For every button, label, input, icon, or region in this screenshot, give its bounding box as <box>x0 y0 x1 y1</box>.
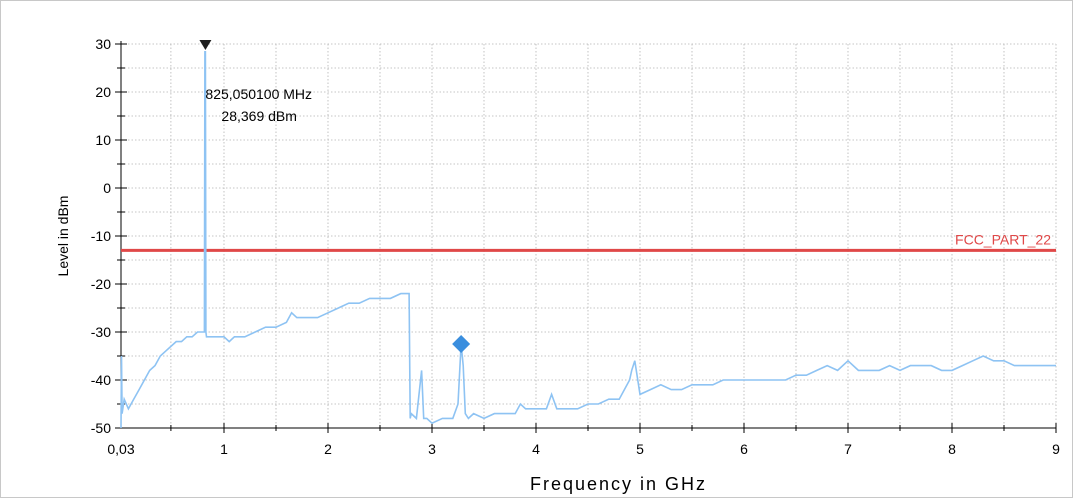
x-axis-title: Frequency in GHz <box>530 474 707 494</box>
y-tick-label: -20 <box>91 276 111 292</box>
y-axis-title: Level in dBm <box>55 196 71 277</box>
trace-line <box>120 51 1056 429</box>
x-tick-label: 7 <box>844 441 852 457</box>
x-tick-label: 1 <box>220 441 228 457</box>
x-tick-labels: 0,03 1 2 3 4 5 6 7 8 9 <box>107 441 1060 457</box>
x-tick-label: 3 <box>428 441 436 457</box>
y-tick-label: 20 <box>95 84 111 100</box>
x-tick-label: 9 <box>1052 441 1060 457</box>
x-tick-label: 4 <box>532 441 540 457</box>
marker-frequency-label: 825,050100 MHz <box>205 86 312 102</box>
peak-diamond-marker <box>452 335 471 353</box>
y-tick-label: -30 <box>91 324 111 340</box>
y-tick-label: -10 <box>91 228 111 244</box>
x-tick-label: 8 <box>948 441 956 457</box>
y-tick-label: 30 <box>95 36 111 52</box>
limit-line-label: FCC_PART_22 <box>955 231 1051 247</box>
y-tick-label: 10 <box>95 132 111 148</box>
x-tick-label: 6 <box>740 441 748 457</box>
x-tick-label: 5 <box>636 441 644 457</box>
marker-level-label: 28,369 dBm <box>221 108 297 124</box>
y-tick-labels: -50 -40 -30 -20 -10 0 10 20 30 <box>91 36 111 436</box>
x-tick-label: 2 <box>324 441 332 457</box>
y-tick-label: -50 <box>91 420 111 436</box>
marker-triangle <box>199 40 212 50</box>
grid <box>121 43 1057 428</box>
y-tick-label: -40 <box>91 372 111 388</box>
x-tick-label: 0,03 <box>107 441 134 457</box>
y-tick-label: 0 <box>103 180 111 196</box>
